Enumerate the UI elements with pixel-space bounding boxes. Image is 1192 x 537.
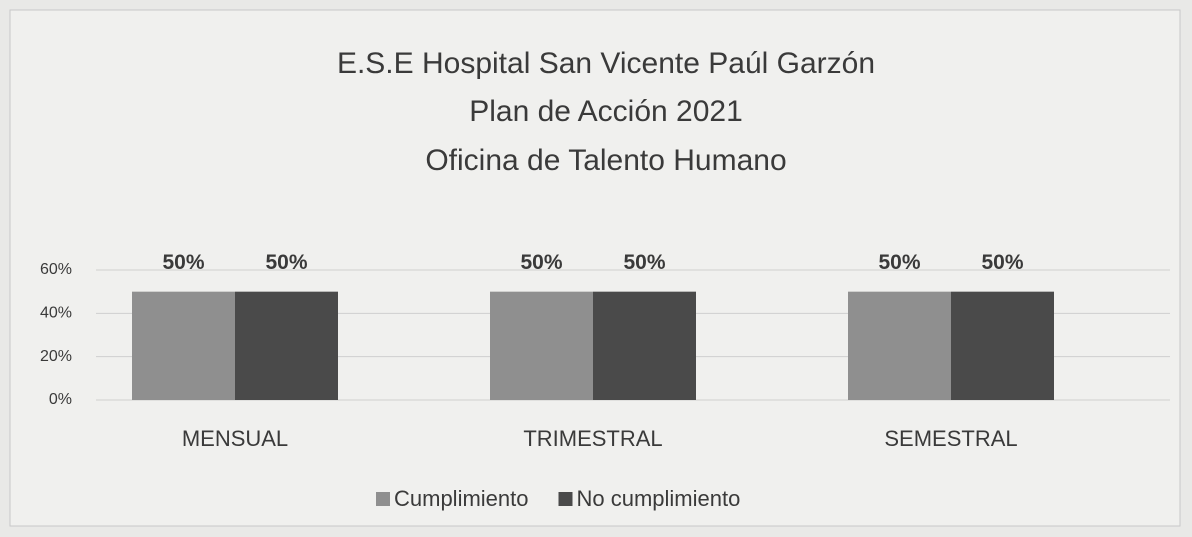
y-tick-label: 0% [49,391,72,408]
data-label: 50% [520,251,562,274]
bar [132,291,235,400]
bar [848,291,951,400]
data-label: 50% [878,251,920,274]
bar [235,291,338,400]
bar [951,291,1054,400]
bar [593,291,696,400]
data-label: 50% [981,251,1023,274]
x-tick-label: TRIMESTRAL [523,426,662,451]
x-tick-label: MENSUAL [182,426,288,451]
y-tick-label: 60% [40,261,72,278]
data-label: 50% [162,251,204,274]
legend-label: Cumplimiento [394,486,529,511]
x-tick-label: SEMESTRAL [884,426,1017,451]
data-label: 50% [265,251,307,274]
chart-title: E.S.E Hospital San Vicente Paúl Garzón [337,47,875,80]
chart-title: Oficina de Talento Humano [425,144,786,177]
legend-swatch [558,492,573,506]
legend-swatch [376,492,390,506]
y-tick-label: 20% [40,348,72,365]
chart-area [9,9,1181,527]
chart-title: Plan de Acción 2021 [469,95,743,128]
data-label: 50% [623,251,665,274]
y-tick-label: 40% [40,305,72,322]
legend-label: No cumplimiento [577,486,741,511]
bar [490,291,593,400]
